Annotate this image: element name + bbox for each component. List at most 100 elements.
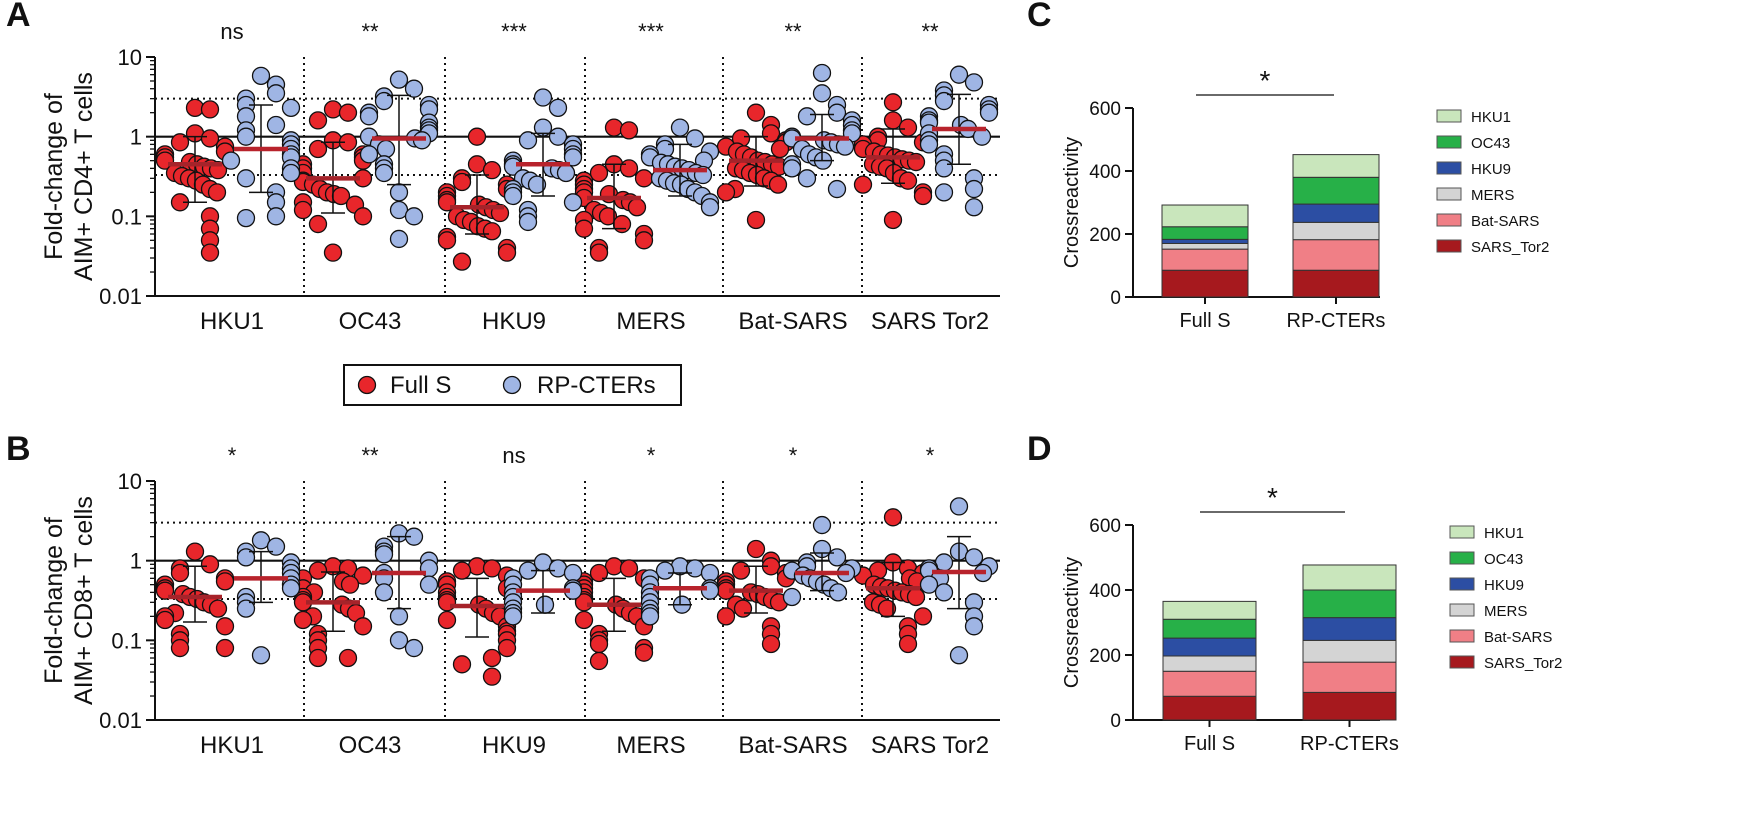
legend-label: Bat-SARS (1484, 629, 1552, 646)
full-s-point (482, 160, 502, 180)
rp-cters-point (827, 548, 847, 567)
full-s-point (452, 252, 472, 271)
bar-segment-bat-sars (1292, 239, 1380, 271)
full-s-point (746, 539, 766, 559)
rp-cters-point (389, 183, 409, 202)
rp-cters-point (548, 98, 568, 117)
full-s-point (293, 200, 313, 220)
rp-cters-point (548, 127, 568, 146)
rp-cters-point (782, 587, 802, 607)
full-s-point (619, 159, 639, 178)
full-s-point (185, 542, 205, 561)
legend-swatch (1436, 213, 1462, 227)
significance-label: ns (502, 443, 525, 468)
full-s-point (634, 231, 654, 250)
full-s-point (185, 98, 205, 117)
full-s-point (308, 214, 328, 234)
y-tick-label: 200 (1089, 225, 1121, 246)
bar-segment-mers (1161, 242, 1249, 250)
full-s-point (482, 648, 502, 668)
full-s-point (308, 648, 328, 668)
significance-label: ** (361, 19, 379, 44)
rp-cters-point (563, 148, 583, 167)
x-category-label: OC43 (339, 732, 402, 759)
legend-label: MERS (1484, 603, 1527, 620)
rp-cters-point (949, 65, 969, 84)
full-s-point (170, 133, 190, 152)
y-axis-label-text: Crossreactivity (1061, 137, 1083, 268)
full-s-point (746, 210, 766, 230)
x-category-label: RP-CTERs (1287, 310, 1386, 332)
significance-label: * (647, 443, 656, 468)
scatter-legend: Full S RP-CTERs (343, 364, 682, 406)
significance-label: ** (361, 443, 379, 468)
full-s-point (619, 559, 639, 578)
full-s-point (308, 111, 328, 130)
x-category-label: SARS Tor2 (871, 732, 989, 759)
full-s-point (482, 559, 502, 578)
rp-cters-point (266, 84, 286, 103)
rp-cters-point (700, 581, 720, 600)
legend-swatch (1436, 109, 1462, 123)
legend-swatch (1449, 603, 1475, 617)
rp-cters-point (236, 548, 256, 567)
legend-swatch (1436, 135, 1462, 149)
significance-label: * (1267, 482, 1278, 513)
legend-swatch (1449, 655, 1475, 669)
bar-segment-mers (1162, 655, 1257, 672)
rp-cters-point (828, 583, 848, 602)
significance-label: * (1260, 65, 1271, 96)
rp-cters-point (556, 163, 576, 183)
rp-cters-point (404, 79, 424, 98)
rp-cters-point (949, 646, 969, 665)
full-s-point (761, 124, 781, 143)
full-s-point (452, 655, 472, 674)
legend-label: HKU1 (1471, 109, 1511, 126)
full-s-point (308, 139, 328, 159)
full-s-point (200, 243, 220, 262)
full-s-point (761, 634, 781, 654)
rp-cters-point (964, 548, 984, 567)
full-s-point (612, 214, 632, 234)
x-category-label: HKU9 (482, 732, 546, 759)
significance-label: ** (921, 19, 939, 44)
full-s-point (604, 118, 624, 137)
full-s-point (353, 566, 373, 585)
full-s-point (437, 610, 457, 630)
x-category-label: Full S (1184, 733, 1235, 755)
full-s-point (589, 563, 609, 583)
rp-cters-point (266, 207, 286, 226)
panel-letter: A (6, 0, 31, 34)
rp-cters-point (518, 131, 538, 150)
rp-cters-point (503, 607, 523, 626)
full-s-point (497, 638, 517, 658)
legend-swatch (1449, 577, 1475, 591)
rp-cters-point (376, 139, 396, 159)
full-s-point (482, 222, 502, 241)
full-s-point (482, 667, 502, 686)
rp-cters-point (251, 66, 271, 85)
y-tick-label: 1 (130, 125, 142, 150)
rp-cters-point (389, 607, 409, 626)
rp-cters-point (934, 583, 954, 602)
y-tick-label: 0.01 (99, 708, 142, 733)
x-category-label: Full S (1179, 310, 1230, 332)
full-s-point (452, 172, 472, 192)
rp-cters-point (919, 575, 939, 594)
y-axis-label-line2: AIM+ CD4+ T cells (70, 72, 98, 281)
y-tick-label: 400 (1089, 162, 1121, 183)
full-s-point (338, 103, 358, 122)
panel-d: D Crossreactivity 0 200 400 600 Full S RP-CTERs… (1027, 430, 1562, 755)
full-s-point (338, 648, 358, 668)
y-axis-label-line1: Fold-change of (40, 517, 68, 684)
rp-cters-point (700, 563, 720, 583)
rp-cters-point (281, 579, 301, 598)
panel-c: C Crossreactivity 0 200 400 600 Full S RP-CTERs… (1027, 0, 1549, 332)
full-s-point (883, 210, 903, 230)
rp-cters-point (221, 151, 241, 170)
full-s-point (308, 561, 328, 580)
bar-segment-bat-sars (1162, 670, 1257, 697)
y-axis-label: Crossreactivity (1061, 557, 1083, 688)
panel-letter: B (6, 430, 31, 468)
